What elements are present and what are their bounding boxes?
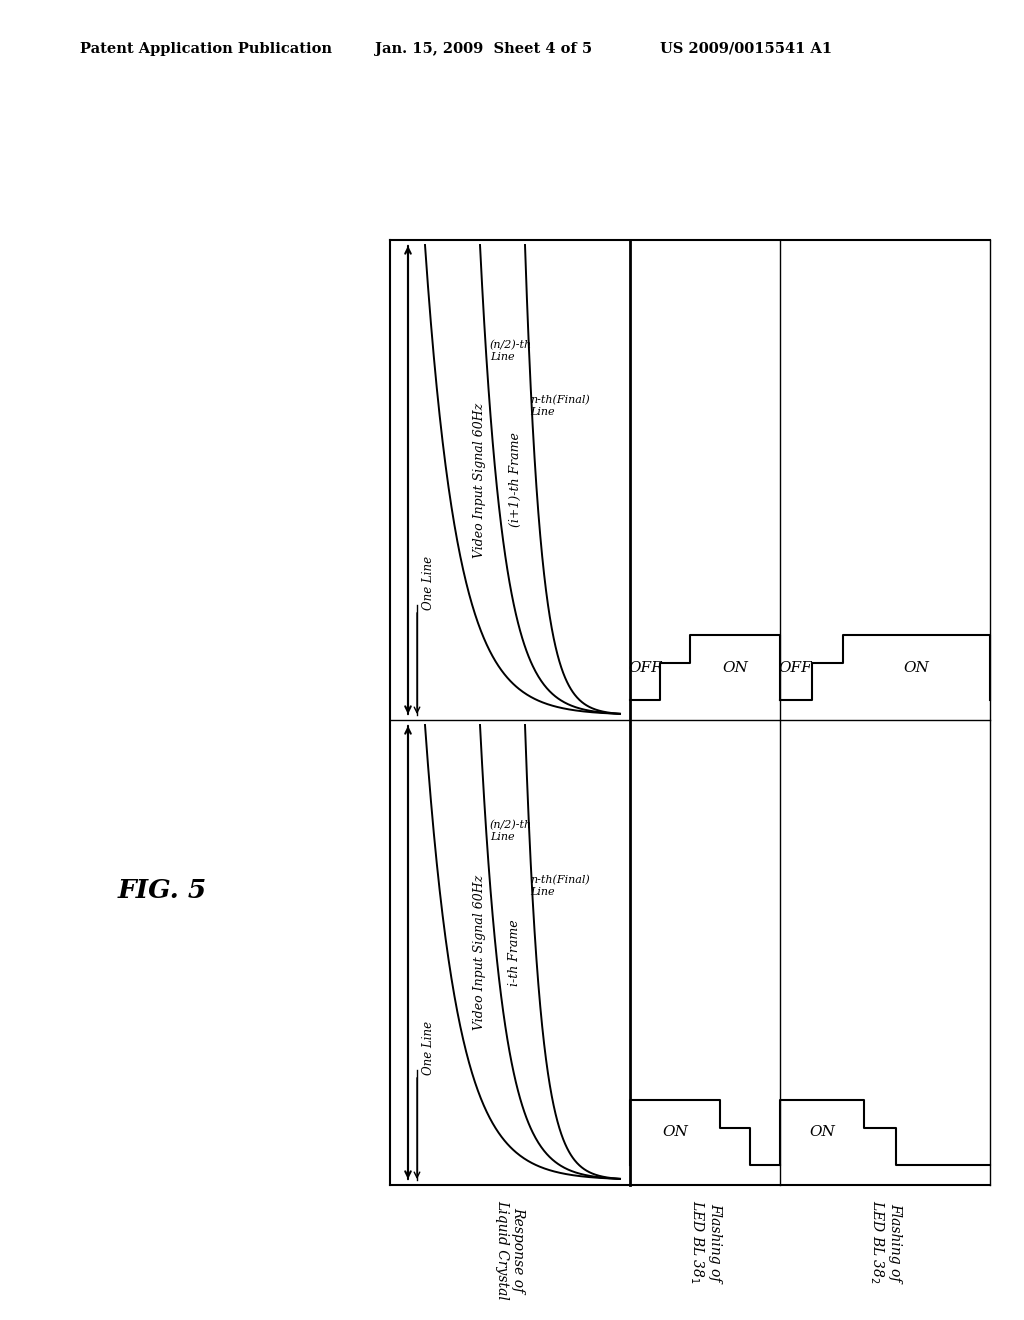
Text: Patent Application Publication: Patent Application Publication [80,42,332,55]
Text: Video Input Signal 60Hz: Video Input Signal 60Hz [473,875,486,1030]
Text: Response of
Liquid Crystal: Response of Liquid Crystal [495,1200,525,1300]
Text: n-th(Final)
Line: n-th(Final) Line [530,875,590,896]
Text: Flashing of
LED BL 38$_1$: Flashing of LED BL 38$_1$ [688,1200,722,1284]
Text: ON: ON [722,660,748,675]
Text: (i+1)-th Frame: (i+1)-th Frame [509,433,521,528]
Text: (n/2)-th
Line: (n/2)-th Line [490,341,532,362]
Text: (n/2)-th
Line: (n/2)-th Line [490,820,532,842]
Text: Flashing of
LED BL 38$_2$: Flashing of LED BL 38$_2$ [868,1200,902,1283]
Text: One Line: One Line [422,1020,435,1074]
Text: ON: ON [663,1126,688,1139]
Text: OFF: OFF [628,660,662,675]
Text: US 2009/0015541 A1: US 2009/0015541 A1 [660,42,833,55]
Text: One Line: One Line [422,556,435,610]
Text: n-th(Final)
Line: n-th(Final) Line [530,395,590,417]
Text: ON: ON [809,1126,835,1139]
Text: Video Input Signal 60Hz: Video Input Signal 60Hz [473,403,486,557]
Text: Jan. 15, 2009  Sheet 4 of 5: Jan. 15, 2009 Sheet 4 of 5 [375,42,592,55]
Text: FIG. 5: FIG. 5 [118,878,207,903]
Text: OFF: OFF [779,660,813,675]
Text: i-th Frame: i-th Frame [509,919,521,986]
Text: ON: ON [903,660,930,675]
